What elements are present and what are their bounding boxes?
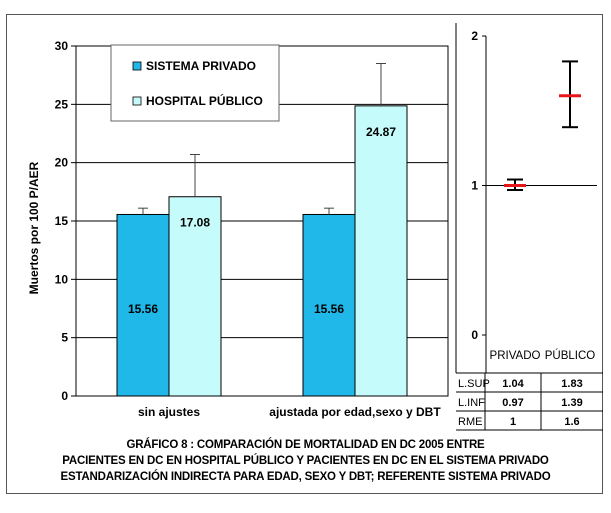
y-axis-label: Muertos por 100 P/AER	[27, 161, 41, 294]
table-cell: 1.83	[561, 378, 582, 390]
table-cell: 0.97	[502, 397, 523, 409]
y-tick-label: 2	[471, 29, 478, 43]
y-tick-label: 30	[55, 39, 69, 53]
rme-y-ticks: 0 1 2	[471, 29, 486, 342]
y-tick-label: 1	[471, 179, 478, 193]
y-tick-label: 0	[471, 328, 478, 342]
bar-publico-0	[168, 196, 222, 397]
bar-x-labels: sin ajustes ajustada por edad,sexo y DBT	[138, 405, 441, 419]
table-cell: 1.39	[561, 397, 582, 409]
x-category-label: ajustada por edad,sexo y DBT	[269, 405, 441, 419]
rme-points	[504, 60, 581, 191]
y-tick-label: 25	[55, 97, 69, 111]
table-row-label: RME	[458, 416, 482, 428]
table-cell: 1.04	[502, 378, 524, 390]
x-category-label: sin ajustes	[138, 405, 200, 419]
bar-chart: 0 5 10 15 20 25 30 15.56 17.08 15.56 24.87 sin aj…	[27, 39, 449, 419]
y-tick-label: 10	[55, 272, 69, 286]
y-tick-label: 20	[55, 156, 69, 170]
table-row-label: L.INF	[458, 397, 485, 409]
y-tick-label: 15	[55, 214, 69, 228]
caption-line-2: PACIENTES EN DC EN HOSPITAL PÚBLICO Y PA…	[62, 455, 549, 467]
x-category-label: PÚBLICO	[545, 349, 596, 362]
legend-box	[110, 44, 280, 122]
data-label: 24.87	[366, 125, 396, 139]
table-cell: 1	[510, 416, 516, 428]
bar-series: 15.56 17.08 15.56 24.87	[116, 63, 408, 397]
bar-privado-0	[116, 213, 170, 397]
legend-swatch-publico	[132, 96, 142, 106]
x-category-label: PRIVADO	[490, 350, 541, 362]
legend-label-privado: SISTEMA PRIVADO	[146, 59, 256, 73]
caption-line-3: ESTANDARIZACIÓN INDIRECTA PARA EDAD, SEX…	[60, 471, 551, 483]
bar-y-ticks: 0 5 10 15 20 25 30	[55, 39, 76, 403]
figure-frame	[6, 14, 603, 494]
legend-swatch-privado	[132, 61, 142, 71]
y-tick-label: 0	[61, 389, 68, 403]
data-label: 17.08	[180, 216, 210, 230]
table-row-label: L.SUP	[458, 378, 490, 390]
rme-x-labels: PRIVADO PÚBLICO	[490, 349, 596, 362]
data-label: 15.56	[314, 302, 344, 316]
legend-label-publico: HOSPITAL PÚBLICO	[146, 93, 263, 108]
data-label: 15.56	[128, 302, 158, 316]
caption-line-1: GRÁFICO 8 : COMPARACIÓN DE MORTALIDAD EN…	[126, 439, 485, 451]
table-cell: 1.6	[564, 416, 579, 428]
legend: SISTEMA PRIVADO HOSPITAL PÚBLICO	[110, 44, 280, 122]
rme-chart: 0 1 2 PRIVADO PÚBLICO L.SUP 1.04 1.83 L.INF 0.9…	[455, 23, 603, 431]
bar-publico-1	[354, 105, 408, 397]
bar-privado-1	[302, 213, 356, 397]
y-tick-label: 5	[61, 331, 68, 345]
rme-table: L.SUP 1.04 1.83 L.INF 0.97 1.39 RME 1 1.6	[456, 372, 603, 431]
